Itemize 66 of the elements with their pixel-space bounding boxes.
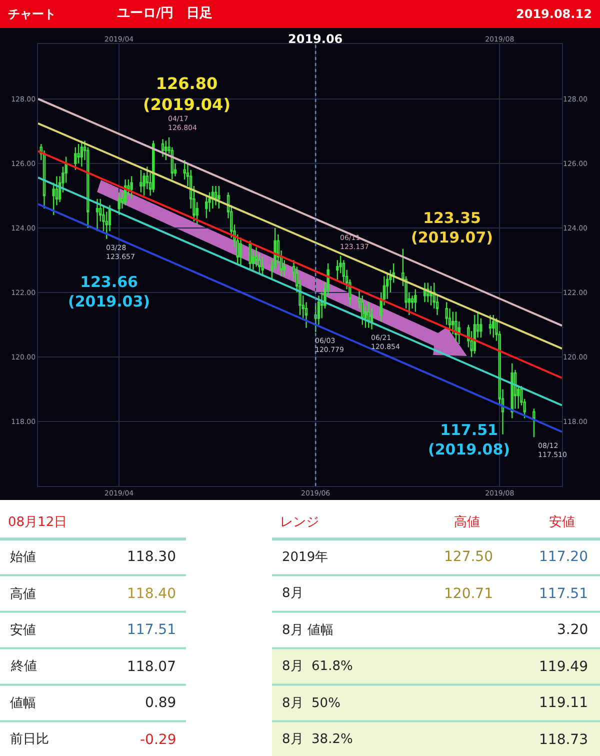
text: 117.20 xyxy=(539,549,588,565)
candlestick xyxy=(367,302,370,329)
candlestick xyxy=(140,169,142,194)
text: 08月12日 xyxy=(8,515,68,530)
text: 118.07 xyxy=(127,659,176,675)
candlestick xyxy=(130,176,133,200)
candlestick xyxy=(414,288,417,312)
candlestick xyxy=(423,282,426,303)
category-label: 8月 xyxy=(282,586,304,601)
category-label: 8月 38.2% xyxy=(282,732,353,747)
text: 118.40 xyxy=(127,586,176,602)
annotation: 126.80 (2019.04) xyxy=(143,74,230,114)
text: 0.89 xyxy=(145,695,176,711)
annotation: 123.66 (2019.03) xyxy=(68,273,150,310)
category-label: 2019年 xyxy=(282,550,328,565)
candlestick xyxy=(261,256,264,277)
candlestick xyxy=(510,362,514,419)
candlestick xyxy=(488,314,492,335)
text: 3.20 xyxy=(557,622,588,638)
category-label: 安値 xyxy=(10,622,36,638)
candlestick xyxy=(74,146,77,170)
category-label: 終値 xyxy=(10,659,37,674)
candlestick xyxy=(124,178,127,206)
ref-line-label: 2019.06 xyxy=(288,32,343,46)
candlestick xyxy=(430,285,432,306)
category-label: 安値 xyxy=(549,514,575,530)
candlestick xyxy=(152,140,155,194)
candlestick xyxy=(205,195,208,219)
chart-title: ユーロ/円 日足 xyxy=(117,6,213,21)
candlestick xyxy=(336,260,339,280)
text: 120.71 xyxy=(444,586,493,602)
category-label: 値幅 xyxy=(10,696,36,711)
category-label: 8月 50% xyxy=(282,696,340,711)
text: 118.30 xyxy=(127,549,176,565)
candlestick xyxy=(80,140,84,168)
candlestick xyxy=(492,314,495,338)
category-label: 高値 xyxy=(10,586,36,602)
text: 117.51 xyxy=(127,622,176,638)
annotation: 117.51 (2019.08) xyxy=(428,421,510,458)
candlestick xyxy=(118,192,120,216)
text: 2019.08.12 xyxy=(516,7,592,21)
candlestick xyxy=(454,311,458,342)
candlestick xyxy=(161,138,164,158)
category-label: 前日比 xyxy=(10,732,49,747)
candlestick xyxy=(96,198,99,232)
text: レンジ xyxy=(280,515,319,530)
text: 117.51 xyxy=(539,586,588,602)
candlestick xyxy=(214,185,218,206)
candlestick xyxy=(239,236,242,268)
text: 119.11 xyxy=(539,695,588,711)
category-label: 8月 61.8% xyxy=(282,659,353,674)
candlestick xyxy=(164,140,168,161)
candlestick xyxy=(248,240,252,270)
text: 118.73 xyxy=(539,732,588,748)
text: -0.29 xyxy=(140,732,176,748)
text: 119.49 xyxy=(539,659,588,675)
annotation: 123.35 (2019.07) xyxy=(411,209,494,246)
text: 127.50 xyxy=(444,549,493,565)
category-label: 始値 xyxy=(10,550,36,565)
category-label: 8月 値幅 xyxy=(282,623,334,638)
candlestick xyxy=(473,314,476,354)
text: チャート xyxy=(8,7,56,21)
category-label: 高値 xyxy=(454,514,480,530)
candlestick xyxy=(218,185,220,210)
candlestick xyxy=(211,185,214,210)
candlestick xyxy=(532,408,536,438)
